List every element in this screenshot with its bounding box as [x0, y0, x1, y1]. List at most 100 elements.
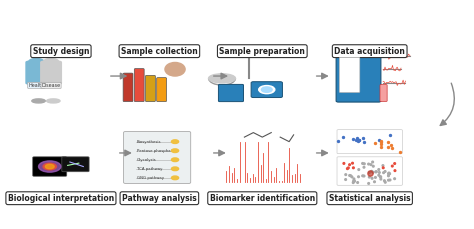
Point — [389, 164, 396, 168]
Circle shape — [28, 58, 45, 67]
Text: Biological interpretation: Biological interpretation — [8, 194, 114, 203]
FancyBboxPatch shape — [62, 157, 89, 172]
Point — [386, 172, 393, 176]
Point — [355, 138, 363, 142]
FancyBboxPatch shape — [337, 157, 402, 185]
Point — [347, 174, 355, 177]
Point — [350, 177, 358, 181]
Point — [351, 180, 358, 183]
Text: Biosynthesis: Biosynthesis — [137, 140, 162, 144]
Point — [344, 167, 351, 170]
Point — [381, 179, 388, 183]
Point — [380, 166, 387, 170]
Point — [377, 175, 384, 179]
Point — [387, 133, 394, 137]
Text: Glycolysis: Glycolysis — [137, 158, 156, 162]
Point — [368, 169, 375, 173]
Point — [334, 139, 342, 143]
Ellipse shape — [32, 99, 45, 103]
Ellipse shape — [165, 63, 185, 76]
Point — [385, 174, 392, 178]
Text: Biomarker identification: Biomarker identification — [210, 194, 315, 203]
Point — [370, 164, 377, 168]
Point — [345, 166, 352, 170]
Ellipse shape — [46, 99, 60, 103]
Text: Disease: Disease — [42, 83, 61, 88]
Point — [372, 141, 379, 145]
Point — [372, 176, 379, 179]
Point — [349, 161, 356, 165]
Point — [375, 171, 383, 174]
Point — [359, 162, 366, 165]
FancyBboxPatch shape — [219, 85, 244, 102]
Point — [349, 137, 357, 141]
Point — [353, 136, 361, 140]
Circle shape — [172, 140, 179, 143]
FancyBboxPatch shape — [146, 75, 155, 102]
Point — [377, 145, 385, 148]
FancyBboxPatch shape — [251, 82, 283, 98]
Point — [375, 168, 383, 171]
FancyBboxPatch shape — [380, 85, 387, 101]
Point — [385, 178, 392, 182]
Point — [350, 166, 357, 170]
Point — [368, 177, 376, 180]
Point — [387, 143, 395, 147]
Point — [397, 150, 404, 153]
Point — [369, 160, 376, 164]
Circle shape — [43, 163, 56, 170]
Point — [371, 180, 378, 184]
FancyBboxPatch shape — [123, 73, 133, 102]
Circle shape — [43, 58, 59, 67]
Point — [348, 175, 356, 179]
Point — [377, 139, 384, 143]
Point — [342, 173, 349, 177]
Text: Health: Health — [28, 83, 45, 88]
Point — [350, 180, 357, 183]
Circle shape — [261, 87, 272, 92]
FancyBboxPatch shape — [336, 50, 381, 102]
Text: GNG pathway: GNG pathway — [137, 176, 164, 180]
Point — [385, 171, 393, 175]
Point — [382, 180, 389, 184]
Point — [365, 175, 373, 179]
Point — [349, 181, 357, 185]
Point — [352, 139, 359, 142]
FancyBboxPatch shape — [337, 130, 402, 154]
Circle shape — [172, 158, 179, 161]
Point — [365, 182, 373, 185]
Point — [340, 162, 348, 165]
Point — [388, 147, 396, 150]
FancyBboxPatch shape — [26, 61, 46, 84]
Point — [359, 136, 366, 140]
Point — [378, 142, 385, 145]
Text: Data acquisition: Data acquisition — [334, 47, 405, 56]
Circle shape — [259, 86, 275, 94]
Point — [367, 163, 375, 166]
Point — [365, 171, 373, 174]
Point — [384, 140, 392, 144]
Point — [377, 140, 384, 144]
Point — [384, 145, 392, 149]
Point — [372, 170, 380, 174]
FancyBboxPatch shape — [33, 157, 67, 176]
Point — [375, 138, 383, 142]
Text: Statistical analysis: Statistical analysis — [329, 194, 410, 203]
FancyBboxPatch shape — [157, 78, 166, 102]
FancyBboxPatch shape — [41, 61, 61, 84]
FancyBboxPatch shape — [124, 131, 191, 183]
Point — [342, 178, 349, 181]
Point — [355, 168, 363, 172]
FancyBboxPatch shape — [339, 57, 360, 93]
Text: Pentose phosphate: Pentose phosphate — [137, 149, 174, 153]
Point — [376, 175, 384, 179]
Point — [346, 174, 354, 177]
Text: Sample collection: Sample collection — [121, 47, 198, 56]
Circle shape — [38, 161, 61, 172]
Point — [360, 174, 368, 178]
Point — [391, 169, 399, 172]
Point — [346, 163, 353, 166]
Point — [354, 181, 361, 184]
Point — [361, 162, 368, 166]
Point — [381, 170, 389, 173]
